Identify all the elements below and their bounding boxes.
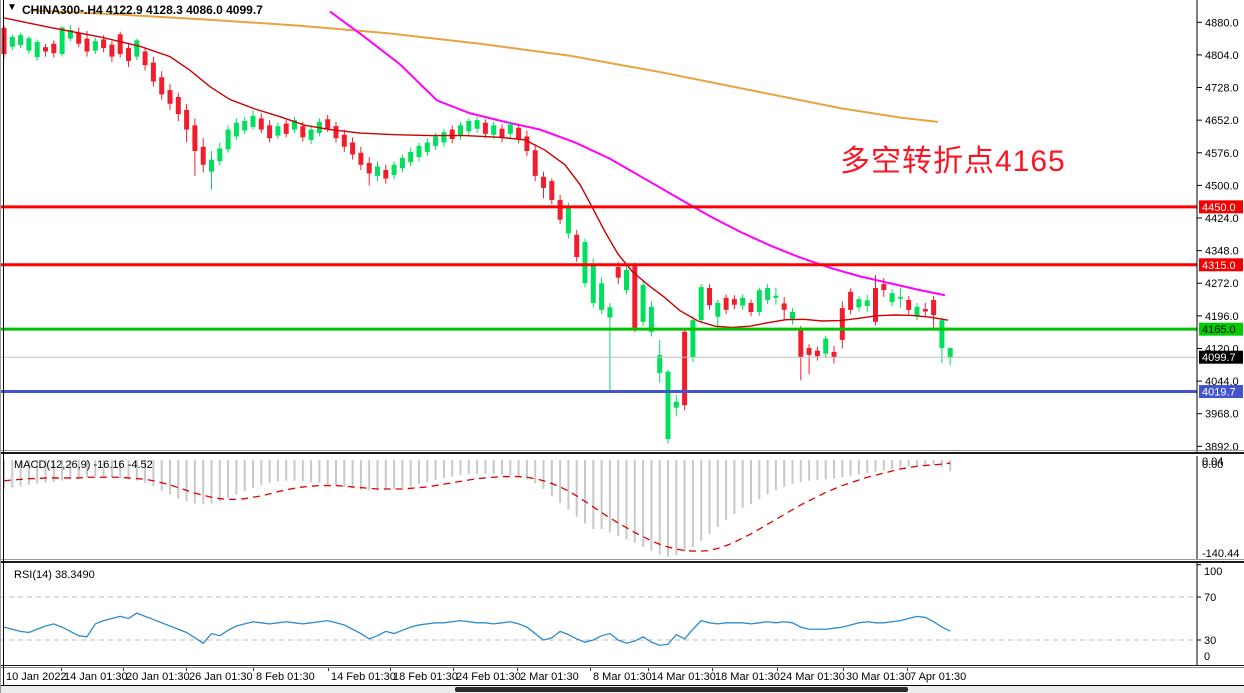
svg-text:0.00: 0.00 [1202, 459, 1223, 471]
time-tick [590, 668, 591, 671]
svg-text:4728.0: 4728.0 [1205, 83, 1239, 95]
divider [0, 685, 1244, 686]
svg-text:100: 100 [1204, 566, 1222, 578]
price-badge: 4019.7 [1199, 385, 1243, 399]
horizontal-scrollbar[interactable] [0, 686, 1244, 693]
time-label: 14 Jan 01:30 [64, 671, 128, 683]
price-scale: 4880.0 4804.0 4728.0 4652.0 4576.0 4500.0 4424… [1196, 0, 1239, 452]
svg-text:4500.0: 4500.0 [1205, 180, 1239, 192]
rsi-scale: 100 70 30 0 [1196, 563, 1222, 665]
time-label: 14 Mar 01:30 [651, 671, 716, 683]
svg-text:0.04: 0.04 [1202, 456, 1223, 468]
time-label: 20 Jan 01:30 [126, 671, 190, 683]
svg-text:4880.0: 4880.0 [1205, 17, 1239, 29]
svg-text:0: 0 [1204, 651, 1210, 663]
scrollbar-thumb[interactable] [455, 687, 908, 692]
svg-text:30: 30 [1204, 635, 1216, 647]
time-tick [328, 668, 329, 671]
svg-text:4576.0: 4576.0 [1205, 148, 1239, 160]
svg-text:3968.0: 3968.0 [1205, 409, 1239, 421]
pane-separator [0, 665, 1244, 666]
annotation-text: 多空转折点4165 [840, 145, 1066, 178]
time-label: 14 Feb 01:30 [331, 671, 396, 683]
svg-text:4804.0: 4804.0 [1205, 50, 1239, 62]
time-tick [648, 668, 649, 671]
time-tick [186, 668, 187, 671]
rsi-pane[interactable]: 100 70 30 0 [0, 563, 1244, 665]
time-tick [843, 668, 844, 671]
svg-text:4652.0: 4652.0 [1205, 115, 1239, 127]
time-label: 26 Jan 01:30 [189, 671, 253, 683]
macd-indicator-label: MACD(12,26,9) -16.16 -4.52 [14, 459, 153, 471]
macd-scale: 0.000.04 -140.44 [1196, 456, 1239, 560]
time-tick [453, 668, 454, 671]
pane-separator [0, 452, 1244, 454]
macd-signal-line [3, 462, 951, 552]
pane-separator[interactable] [0, 559, 1244, 560]
svg-text:4450.0: 4450.0 [1202, 202, 1236, 214]
time-label: 24 Feb 01:30 [456, 671, 521, 683]
symbol-dropdown-icon[interactable]: ▼ [7, 2, 17, 13]
window-left-border [3, 0, 4, 686]
svg-text:4019.7: 4019.7 [1202, 387, 1236, 399]
svg-text:-140.44: -140.44 [1202, 548, 1239, 560]
mid-ma-magenta-line [329, 10, 946, 297]
svg-text:4424.0: 4424.0 [1205, 213, 1239, 225]
time-label: 7 Apr 01:30 [910, 671, 967, 683]
macd-pane[interactable]: 0.000.04 -140.44 [0, 456, 1244, 560]
svg-text:4099.7: 4099.7 [1202, 352, 1236, 364]
symbol-title: CHINA300-.H4 4122.9 4128.3 4086.0 4099.7 [22, 3, 263, 17]
svg-text:4165.0: 4165.0 [1202, 324, 1236, 336]
svg-text:4315.0: 4315.0 [1202, 260, 1236, 272]
rsi-level-lines [0, 596, 1197, 641]
horizontal-price-lines[interactable] [0, 205, 1197, 394]
price-badge: 4165.0 [1199, 322, 1243, 336]
price-badge: 4099.7 [1199, 350, 1243, 364]
time-axis[interactable]: 10 Jan 2022 14 Jan 01:30 20 Jan 01:30 26 Ja… [0, 668, 1244, 685]
time-tick [712, 668, 713, 671]
time-tick [390, 668, 391, 671]
time-label: 30 Mar 01:30 [846, 671, 911, 683]
candles-layer [1, 24, 953, 444]
window-left-edge [0, 0, 1, 693]
macd-histogram [3, 460, 952, 557]
time-label: 24 Mar 01:30 [780, 671, 845, 683]
slow-ma-orange-line [29, 9, 939, 123]
time-tick [517, 668, 518, 671]
time-label: 8 Feb 01:30 [256, 671, 315, 683]
time-tick [123, 668, 124, 671]
pane-separator [0, 561, 1244, 563]
pane-separator[interactable] [0, 450, 1244, 451]
time-label: 18 Mar 01:30 [715, 671, 780, 683]
time-tick [777, 668, 778, 671]
price-badge: 4450.0 [1199, 200, 1243, 214]
time-label: 10 Jan 2022 [6, 671, 67, 683]
rsi-indicator-label: RSI(14) 38.3490 [14, 569, 95, 581]
time-label: 18 Feb 01:30 [393, 671, 458, 683]
svg-text:4272.0: 4272.0 [1205, 278, 1239, 290]
time-tick [61, 668, 62, 671]
time-label: 2 Mar 01:30 [520, 671, 579, 683]
price-badge: 4315.0 [1199, 258, 1243, 272]
rsi-line [3, 612, 951, 647]
time-tick [253, 668, 254, 671]
svg-text:4348.0: 4348.0 [1205, 246, 1239, 258]
svg-text:3892.0: 3892.0 [1205, 441, 1239, 452]
main-chart-pane[interactable]: 4880.0 4804.0 4728.0 4652.0 4576.0 4500.0 4424… [0, 0, 1244, 452]
time-tick [907, 668, 908, 671]
svg-text:4196.0: 4196.0 [1205, 311, 1239, 323]
svg-text:70: 70 [1204, 592, 1216, 604]
pane-separator [0, 667, 1244, 668]
time-label: 8 Mar 01:30 [593, 671, 652, 683]
